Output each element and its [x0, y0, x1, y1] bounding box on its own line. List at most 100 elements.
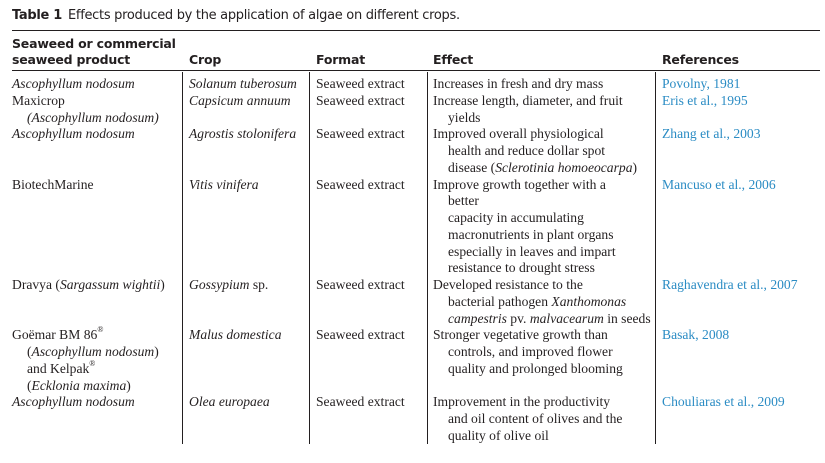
text: Increase length, diameter, and fruit	[433, 92, 623, 108]
table-caption: Table 1 Effects produced by the applicati…	[12, 8, 460, 23]
cell-effect: Improve growth together with a better capa…	[433, 177, 616, 278]
text: Improve growth together with a	[433, 176, 606, 192]
reference-link[interactable]: Raghavendra et al., 2007	[662, 277, 798, 292]
italic-text: Olea europaea	[189, 394, 270, 410]
cell-format: Seaweed extract	[316, 327, 405, 343]
text: capacity in accumulating	[448, 210, 584, 225]
text: Dravya (	[12, 277, 60, 292]
cell-product: Ascophyllum nodosum	[12, 126, 135, 143]
italic-text: Ascophyllum nodosum	[31, 344, 155, 359]
italic-text: Ascophyllum nodosum	[12, 394, 135, 410]
header-rule	[12, 70, 820, 71]
text: bacterial pathogen	[448, 293, 552, 309]
effect-line: bacterial pathogen Xanthomonas	[433, 294, 651, 311]
cell-crop: Agrostis stolonifera	[189, 126, 296, 143]
reference-link[interactable]: Chouliaras et al., 2009	[662, 394, 785, 410]
text: in seeds	[603, 310, 651, 326]
text: quality and prolonged blooming	[448, 360, 623, 376]
text: controls, and improved flower	[448, 344, 613, 359]
effect-line: Stronger vegetative growth than	[433, 327, 623, 344]
header-product: Seaweed or commercial seaweed product	[12, 36, 176, 68]
cell-format: Seaweed extract	[316, 92, 405, 108]
product-line: Maxicrop	[12, 93, 159, 110]
crop-line: Capsicum annuum	[189, 93, 291, 110]
cell-effect: Increase length, diameter, and fruit yiel…	[433, 93, 623, 127]
italic-text: Ascophyllum nodosum	[12, 126, 135, 142]
text: and oil content of olives and the	[448, 411, 623, 426]
reference-link[interactable]: Eris et al., 1995	[662, 92, 748, 108]
text: disease (	[448, 159, 496, 175]
header-references: References	[662, 52, 739, 67]
product-line: BiotechMarine	[12, 177, 94, 194]
italic-text: Vitis vinifera	[189, 176, 259, 192]
crop-line: Vitis vinifera	[189, 177, 259, 194]
text: and Kelpak	[27, 360, 90, 376]
italic-text: Malus domestica	[189, 327, 282, 343]
cell-format: Seaweed extract	[316, 176, 405, 192]
italic-text: Xanthomonas	[551, 293, 627, 309]
header-format: Format	[316, 52, 366, 67]
effect-line: health and reduce dollar spot	[433, 143, 637, 160]
effect-line: Improved overall physiological	[433, 126, 637, 143]
text: Maxicrop	[12, 92, 65, 108]
text: pv.	[506, 310, 530, 326]
text: sp.	[249, 277, 269, 292]
product-line: Ascophyllum nodosum	[12, 126, 135, 143]
cell-crop: Olea europaea	[189, 394, 270, 411]
effect-line: Increases in fresh and dry mass	[433, 76, 603, 93]
reference-link[interactable]: Zhang et al., 2003	[662, 126, 761, 142]
cell-format: Seaweed extract	[316, 126, 405, 142]
crop-line: Solanum tuberosum	[189, 76, 297, 93]
text: better	[448, 193, 479, 209]
product-line: (Ascophyllum nodosum)	[12, 110, 159, 127]
text: Developed resistance to the	[433, 277, 583, 292]
cell-product: Maxicrop (Ascophyllum nodosum)	[12, 93, 159, 127]
cell-effect: Improved overall physiological health and…	[433, 126, 637, 176]
effect-line: resistance to drought stress	[433, 260, 616, 277]
product-line: Dravya (Sargassum wightii)	[12, 277, 165, 294]
cell-effect: Increases in fresh and dry mass	[433, 76, 603, 93]
text: Improved overall physiological	[433, 126, 604, 142]
cell-effect: Developed resistance to the bacterial pat…	[433, 277, 651, 327]
text: )	[126, 377, 131, 393]
italic-text: campestris	[448, 310, 507, 326]
column-divider	[309, 72, 310, 444]
text: )	[154, 344, 159, 359]
cell-crop: Capsicum annuum	[189, 93, 291, 110]
text: )	[160, 277, 165, 292]
product-line: (Ecklonia maxima)	[12, 378, 159, 395]
reference-link[interactable]: Basak, 2008	[662, 327, 730, 343]
cell-effect: Stronger vegetative growth than controls,…	[433, 327, 623, 377]
header-product-line2: seaweed product	[12, 52, 131, 67]
cell-product: Ascophyllum nodosum	[12, 76, 135, 93]
top-rule	[12, 30, 820, 31]
header-effect: Effect	[433, 52, 474, 67]
text: (	[27, 344, 32, 359]
effect-line: better	[433, 193, 616, 210]
effect-line: Improve growth together with a	[433, 177, 616, 194]
cell-product: Dravya (Sargassum wightii)	[12, 277, 165, 294]
cell-product: Goëmar BM 86® (Ascophyllum nodosum) and Ke…	[12, 326, 159, 395]
italic-text: Sclerotinia homoeocarpa	[495, 159, 633, 175]
header-product-line1: Seaweed or commercial	[12, 36, 176, 51]
crop-line: Malus domestica	[189, 327, 282, 344]
text: Improvement in the productivity	[433, 394, 611, 410]
column-divider	[427, 72, 428, 444]
text: especially in leaves and impart	[448, 243, 616, 259]
cell-product: BiotechMarine	[12, 177, 94, 194]
italic-text: Ascophyllum nodosum	[12, 76, 135, 91]
effect-line: controls, and improved flower	[433, 344, 623, 361]
effect-line: Increase length, diameter, and fruit	[433, 93, 623, 110]
italic-text: malvacearum	[529, 310, 604, 326]
text: yields	[448, 109, 481, 125]
text: resistance to drought stress	[448, 260, 595, 276]
product-line: Goëmar BM 86®	[12, 326, 159, 344]
text: )	[632, 159, 638, 175]
text: Stronger vegetative growth than	[433, 327, 608, 343]
reference-link[interactable]: Povolny, 1981	[662, 76, 741, 91]
effect-line: and oil content of olives and the	[433, 411, 622, 428]
cell-crop: Gossypium sp.	[189, 277, 268, 294]
reference-link[interactable]: Mancuso et al., 2006	[662, 176, 776, 192]
product-line: Ascophyllum nodosum	[12, 394, 135, 411]
cell-format: Seaweed extract	[316, 277, 405, 292]
